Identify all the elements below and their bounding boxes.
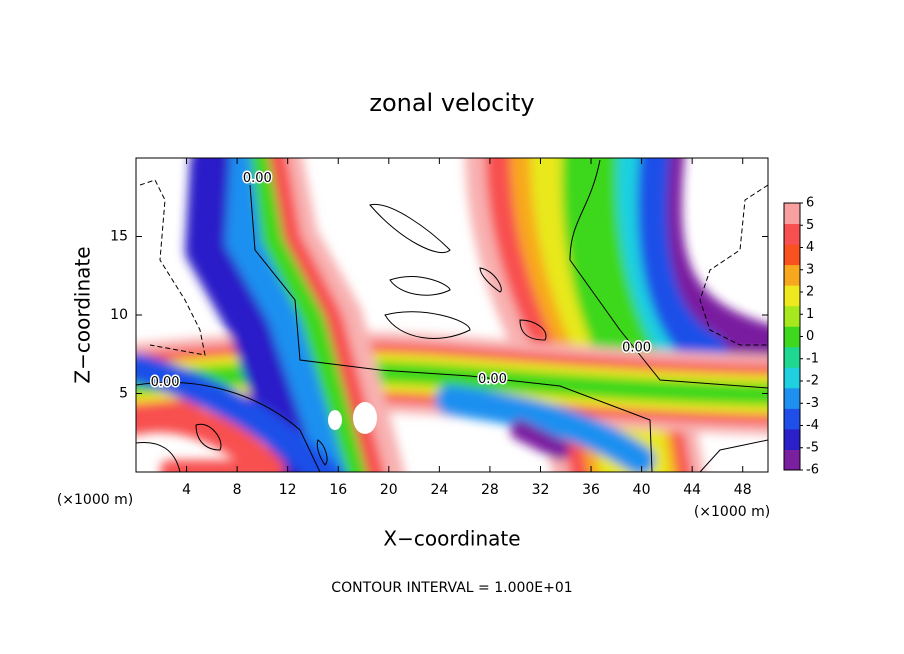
colorbar-tick-label: -3 <box>806 396 819 411</box>
x-tick-label: 24 <box>430 482 448 498</box>
colorbar-swatch <box>784 387 800 409</box>
colorbar-swatch <box>784 367 800 389</box>
x-axis-label: X−coordinate <box>383 527 520 551</box>
colorbar-tick-label: -4 <box>806 418 819 433</box>
chart-title: zonal velocity <box>369 89 534 117</box>
colorbar-tick-label: -6 <box>806 463 819 478</box>
field <box>136 158 768 472</box>
x-tick-label: 16 <box>329 482 347 498</box>
x-tick-label: 4 <box>182 482 191 498</box>
x-tick-label: 44 <box>683 482 701 498</box>
contour-label: 0.00 <box>151 375 180 390</box>
colorbar-swatch <box>784 244 800 266</box>
colorbar-swatch <box>784 264 800 286</box>
contour-label: 0.00 <box>243 171 272 186</box>
colorbar-tick-label: 0 <box>806 329 814 344</box>
contour-label: 0.00 <box>622 340 651 355</box>
y-tick-label: 10 <box>110 307 128 323</box>
colorbar-swatch <box>784 285 800 307</box>
colorbar-tick-label: -5 <box>806 440 819 455</box>
colorbar-tick-label: 1 <box>806 307 814 322</box>
y-tick-label: 5 <box>119 386 128 402</box>
colorbar-swatch <box>784 408 800 430</box>
x-tick-label: 40 <box>633 482 651 498</box>
colorbar-tick-label: -1 <box>806 351 819 366</box>
contour-label: 0.00 <box>478 372 507 387</box>
colorbar-tick-label: 2 <box>806 285 814 300</box>
x-tick-label: 20 <box>380 482 398 498</box>
x-unit: (×1000 m) <box>57 492 133 508</box>
colorbar-swatch <box>784 326 800 348</box>
footnote: CONTOUR INTERVAL = 1.000E+01 <box>331 580 572 596</box>
colorbar-swatch <box>784 428 800 450</box>
x-tick-label: 32 <box>532 482 550 498</box>
y-axis-label: Z−coordinate <box>71 246 95 383</box>
colorbar-tick-label: 3 <box>806 262 814 277</box>
colorbar-tick-label: -2 <box>806 374 819 389</box>
colorbar-swatch <box>784 223 800 245</box>
x-unit: (×1000 m) <box>694 504 770 520</box>
x-tick-label: 36 <box>582 482 600 498</box>
y-tick-label: 15 <box>110 229 128 245</box>
colorbar-swatch <box>784 449 800 471</box>
colorbar-swatch <box>784 346 800 368</box>
x-tick-label: 8 <box>233 482 242 498</box>
colorbar-swatch <box>784 305 800 327</box>
x-tick-label: 48 <box>734 482 752 498</box>
colorbar-tick-label: 6 <box>806 196 814 211</box>
colorbar-tick-label: 4 <box>806 240 814 255</box>
colorbar-tick-label: 5 <box>806 218 814 233</box>
x-tick-label: 12 <box>279 482 297 498</box>
colorbar-swatch <box>784 203 800 225</box>
x-tick-label: 28 <box>481 482 499 498</box>
